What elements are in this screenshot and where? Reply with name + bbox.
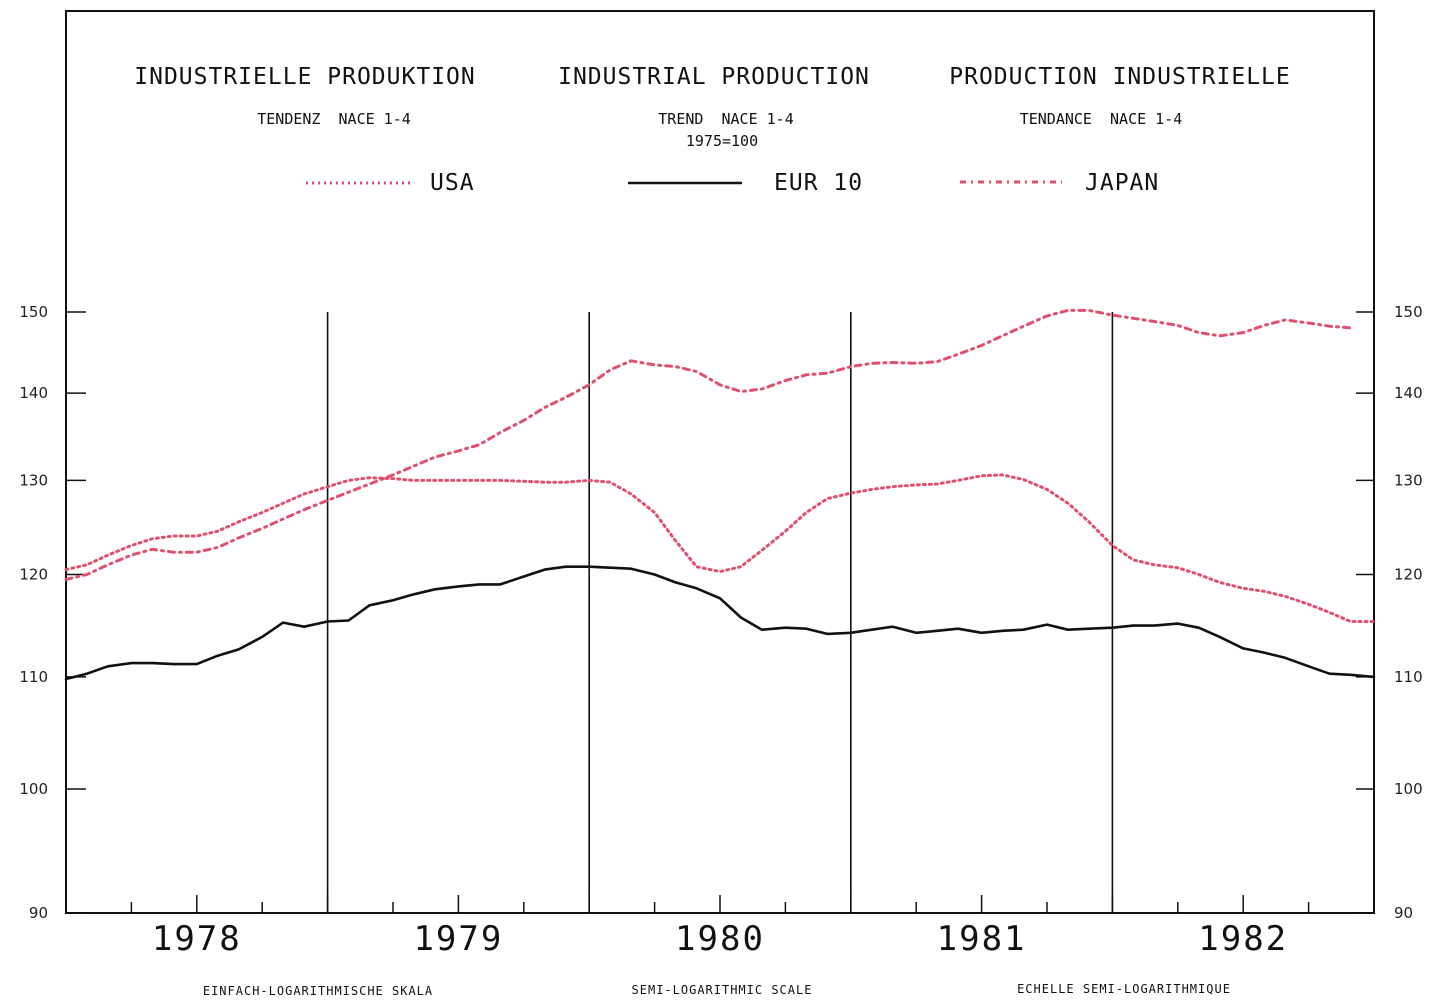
year-dividers bbox=[326, 312, 1114, 913]
subtitle-german: TENDENZ NACE 1-4 bbox=[257, 110, 411, 128]
y-tick-label-right-90: 90 bbox=[1394, 904, 1413, 922]
subtitle-english: TREND NACE 1-4 bbox=[658, 110, 793, 128]
title-english: INDUSTRIAL PRODUCTION bbox=[558, 64, 870, 90]
scale-note-german: EINFACH-LOGARITHMISCHE SKALA bbox=[203, 984, 433, 998]
y-tick-label-right-100: 100 bbox=[1394, 780, 1423, 798]
y-tick-label-left-90: 90 bbox=[29, 904, 48, 922]
y-tick-label-left-150: 150 bbox=[19, 303, 48, 321]
y-tick-label-left-130: 130 bbox=[19, 471, 48, 489]
x-year-label-1978: 1978 bbox=[152, 919, 242, 959]
series-line-usa bbox=[64, 473, 1376, 623]
plot-area bbox=[64, 308, 1376, 681]
subtitle-base-year: 1975=100 bbox=[686, 132, 758, 150]
legend-label-usa: USA bbox=[430, 170, 475, 196]
legend: USA EUR 10 JAPAN bbox=[306, 170, 1159, 196]
x-year-label-1982: 1982 bbox=[1198, 919, 1288, 959]
x-year-label-1980: 1980 bbox=[675, 919, 765, 959]
scale-note-french: ECHELLE SEMI-LOGARITHMIQUE bbox=[1017, 982, 1231, 996]
title-german: INDUSTRIELLE PRODUKTION bbox=[134, 64, 476, 90]
y-axis: 90 90 100 100 110 110 120 120 130 130 140 140 150 150 bbox=[19, 303, 1422, 922]
scale-note-english: SEMI-LOGARITHMIC SCALE bbox=[632, 983, 813, 997]
x-year-label-1981: 1981 bbox=[937, 919, 1027, 959]
y-tick-label-left-110: 110 bbox=[19, 668, 48, 686]
y-tick-label-left-100: 100 bbox=[19, 780, 48, 798]
y-tick-label-right-130: 130 bbox=[1394, 471, 1423, 489]
x-axis: 1978 1979 1980 1981 1982 bbox=[130, 895, 1310, 959]
legend-label-japan: JAPAN bbox=[1085, 170, 1159, 196]
y-tick-label-right-150: 150 bbox=[1394, 303, 1423, 321]
y-tick-label-left-120: 120 bbox=[19, 566, 48, 584]
y-tick-label-right-140: 140 bbox=[1394, 384, 1423, 402]
y-tick-label-right-110: 110 bbox=[1394, 668, 1423, 686]
series-line-eur10 bbox=[64, 565, 1376, 681]
series-line-japan bbox=[64, 308, 1352, 581]
x-year-label-1979: 1979 bbox=[413, 919, 503, 959]
title-french: PRODUCTION INDUSTRIELLE bbox=[949, 64, 1291, 90]
subtitle-french: TENDANCE NACE 1-4 bbox=[1020, 110, 1183, 128]
y-tick-label-left-140: 140 bbox=[19, 384, 48, 402]
legend-label-eur10: EUR 10 bbox=[774, 170, 863, 196]
y-tick-label-right-120: 120 bbox=[1394, 566, 1423, 584]
